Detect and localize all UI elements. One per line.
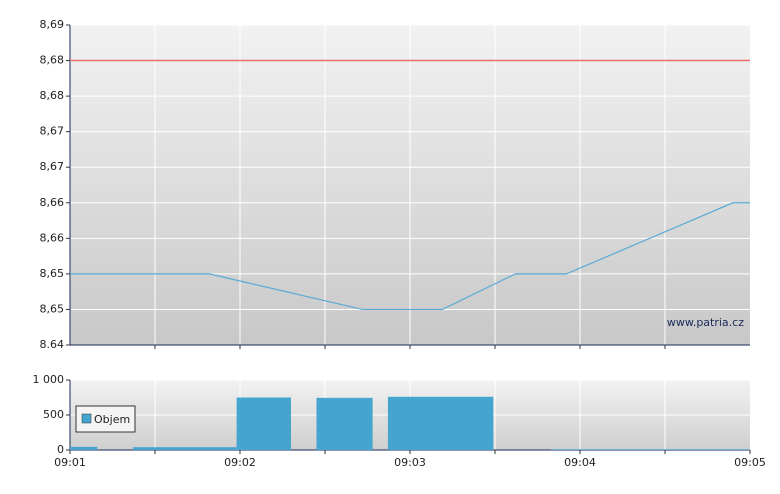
y-tick-label: 8,66 <box>40 196 65 209</box>
y-tick-label: 0 <box>57 443 64 456</box>
x-tick-label: 09:02 <box>224 456 256 469</box>
y-tick-label: 8.64 <box>40 338 65 351</box>
bar <box>132 447 237 450</box>
bar <box>70 446 98 450</box>
price-line <box>70 202 750 311</box>
watermark: www.patria.cz <box>667 316 744 329</box>
y-tick-label: 500 <box>43 408 64 421</box>
x-tick-label: 09:01 <box>54 456 86 469</box>
y-tick-label: 8,68 <box>40 54 65 67</box>
bar <box>387 396 494 450</box>
bar <box>316 397 373 450</box>
y-tick-label: 8,65 <box>40 267 65 280</box>
y-tick-label: 8,66 <box>40 231 65 244</box>
y-tick-label: 8,67 <box>40 125 65 138</box>
y-tick-label: 8,65 <box>40 302 65 315</box>
y-tick-label: 8,69 <box>40 18 65 31</box>
x-tick-label: 09:04 <box>564 456 596 469</box>
x-tick-label: 09:03 <box>394 456 426 469</box>
legend-swatch <box>81 413 92 424</box>
bar <box>236 397 291 450</box>
y-tick-label: 8,68 <box>40 89 65 102</box>
bar <box>551 449 750 450</box>
x-tick-label: 09:05 <box>734 456 766 469</box>
y-tick-label: 1 000 <box>33 373 65 386</box>
legend-label: Objem <box>94 413 130 426</box>
y-tick-label: 8,67 <box>40 160 65 173</box>
